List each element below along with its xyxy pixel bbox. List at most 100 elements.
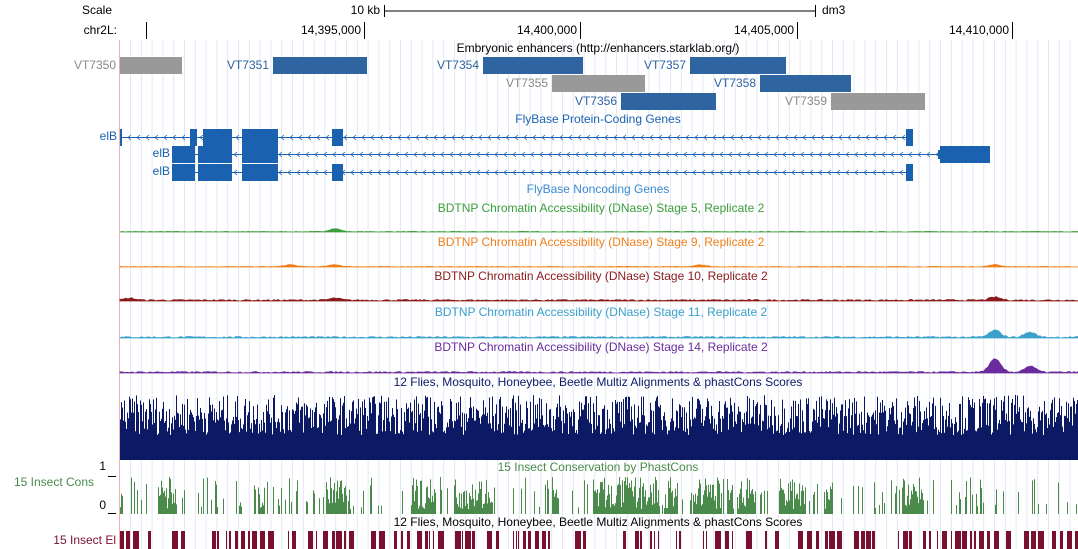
grid (130, 40, 1071, 549)
enhancer (552, 75, 645, 92)
track-title: 12 Flies, Mosquito, Honeybee, Beetle Mul… (394, 375, 803, 389)
element (942, 531, 947, 549)
element (872, 531, 875, 549)
element (308, 531, 313, 549)
element (226, 531, 227, 549)
gene-label: elB (153, 146, 170, 160)
element (241, 531, 245, 549)
gene-label: elB (100, 129, 117, 143)
element (676, 531, 677, 549)
element (962, 531, 967, 549)
element (126, 531, 130, 549)
enhancer (621, 93, 716, 110)
element (217, 531, 219, 549)
element (462, 531, 463, 549)
element (575, 531, 581, 549)
exon (332, 129, 343, 146)
element (923, 531, 926, 549)
exon (242, 129, 278, 146)
exon (906, 129, 913, 146)
element (955, 531, 961, 549)
element (181, 531, 185, 549)
element (344, 531, 346, 549)
signal (119, 358, 1078, 374)
element (987, 531, 990, 549)
element (866, 531, 871, 549)
position-label: 14,395,000 (301, 23, 361, 37)
element (465, 531, 471, 549)
track-title: 12 Flies, Mosquito, Honeybee, Beetle Mul… (394, 515, 803, 529)
element (825, 531, 828, 549)
signal (119, 329, 1078, 339)
element (1006, 531, 1011, 549)
element (951, 531, 952, 549)
element (732, 531, 733, 549)
scale-label: Scale (82, 3, 112, 17)
element (523, 531, 526, 549)
assembly: dm3 (822, 3, 846, 17)
element (1067, 531, 1072, 549)
element (654, 531, 655, 549)
element (1038, 531, 1044, 549)
element (1052, 531, 1056, 549)
element (212, 531, 216, 549)
track-title: Embryonic enhancers (http://enhancers.st… (457, 41, 740, 55)
element (433, 531, 434, 549)
element (937, 531, 938, 549)
element (417, 531, 422, 549)
element (929, 531, 931, 549)
element (775, 531, 779, 549)
left-label: 15 Insect El (53, 533, 116, 547)
track-title: BDTNP Chromatin Accessibility (DNase) St… (438, 235, 765, 249)
element (292, 531, 296, 549)
element (974, 531, 976, 549)
exon (172, 146, 195, 163)
element (640, 531, 642, 549)
chrom-label: chr2L: (84, 23, 117, 37)
element (133, 531, 139, 549)
element (516, 531, 517, 549)
element (542, 531, 546, 549)
enhancer-label: VT7350 (74, 58, 116, 72)
element (323, 531, 328, 549)
element (623, 531, 626, 549)
signal (119, 264, 1078, 268)
element (496, 531, 499, 549)
element (120, 531, 124, 549)
exon (906, 164, 913, 181)
element (379, 531, 385, 549)
element (1031, 531, 1036, 549)
element (1060, 531, 1063, 549)
element (429, 531, 430, 549)
element (635, 531, 639, 549)
position-label: 14,405,000 (734, 23, 794, 37)
element (807, 531, 812, 549)
element (979, 531, 984, 549)
element (583, 531, 586, 549)
element (970, 531, 972, 549)
element (679, 531, 681, 549)
track-title: BDTNP Chromatin Accessibility (DNase) St… (438, 201, 765, 215)
element (535, 531, 539, 549)
element (765, 531, 767, 549)
element (235, 531, 238, 549)
position-label: 14,400,000 (517, 23, 577, 37)
track-title: BDTNP Chromatin Accessibility (DNase) St… (434, 340, 768, 354)
position-label: 14,410,000 (949, 23, 1009, 37)
enhancer (831, 93, 925, 110)
enhancer (483, 57, 583, 74)
element (229, 531, 231, 549)
element (837, 531, 842, 549)
enhancer-label: VT7357 (644, 58, 686, 72)
element (898, 531, 899, 549)
element (1075, 531, 1078, 549)
element (349, 531, 354, 549)
element (816, 531, 819, 549)
exon (198, 164, 232, 181)
element (703, 531, 704, 549)
element (994, 531, 999, 549)
exon (940, 146, 990, 163)
enhancer-label: VT7356 (575, 94, 617, 108)
axis-label: 1 (99, 459, 106, 473)
element (650, 531, 652, 549)
